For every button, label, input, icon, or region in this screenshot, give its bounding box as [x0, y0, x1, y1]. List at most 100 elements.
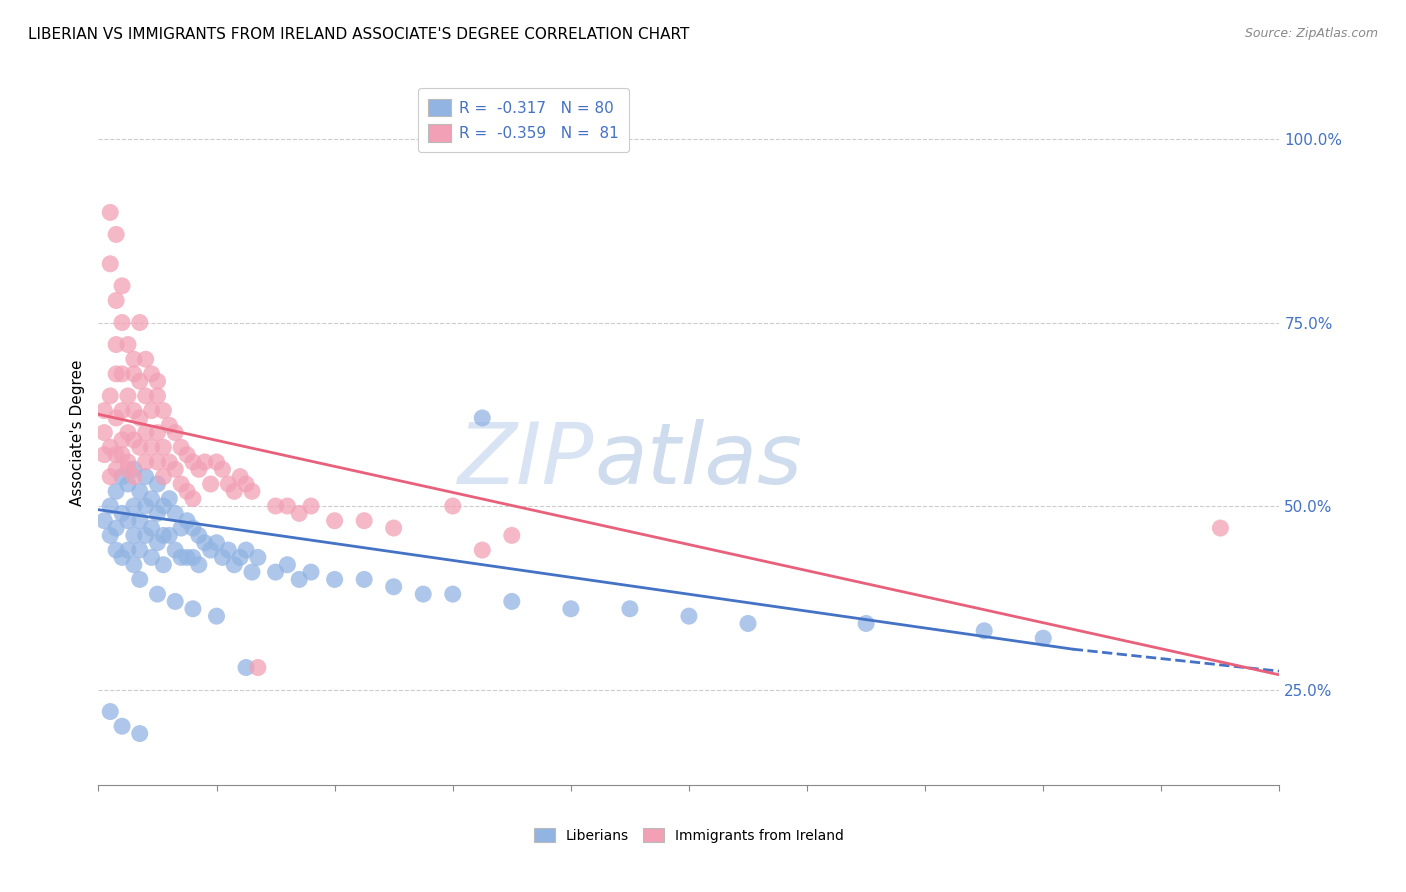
Point	[105, 521, 128, 535]
Point	[678, 609, 700, 624]
Point	[111, 719, 134, 733]
Point	[98, 705, 121, 719]
Point	[194, 535, 217, 549]
Point	[141, 440, 163, 454]
Point	[157, 455, 180, 469]
Point	[105, 462, 128, 476]
Point	[170, 550, 193, 565]
Point	[323, 514, 346, 528]
Point	[111, 403, 134, 417]
Point	[157, 528, 180, 542]
Point	[240, 565, 263, 579]
Point	[141, 491, 163, 506]
Point	[128, 543, 150, 558]
Point	[93, 425, 115, 440]
Point	[211, 550, 233, 565]
Point	[246, 550, 269, 565]
Point	[141, 367, 163, 381]
Point	[299, 499, 322, 513]
Point	[152, 440, 174, 454]
Point	[128, 374, 150, 388]
Point	[211, 462, 233, 476]
Point	[111, 507, 134, 521]
Point	[205, 455, 228, 469]
Point	[194, 455, 217, 469]
Point	[105, 448, 128, 462]
Point	[128, 484, 150, 499]
Point	[157, 418, 180, 433]
Point	[135, 455, 157, 469]
Point	[105, 543, 128, 558]
Point	[323, 573, 346, 587]
Point	[122, 499, 145, 513]
Text: atlas: atlas	[595, 419, 803, 502]
Point	[560, 602, 582, 616]
Point	[98, 389, 121, 403]
Point	[264, 565, 287, 579]
Point	[353, 573, 375, 587]
Point	[135, 499, 157, 513]
Point	[224, 558, 246, 572]
Point	[111, 433, 134, 447]
Point	[176, 514, 198, 528]
Point	[152, 558, 174, 572]
Point	[135, 389, 157, 403]
Point	[135, 352, 157, 367]
Point	[128, 514, 150, 528]
Point	[146, 374, 169, 388]
Point	[176, 448, 198, 462]
Point	[412, 587, 434, 601]
Legend: Liberians, Immigrants from Ireland: Liberians, Immigrants from Ireland	[529, 822, 849, 848]
Point	[170, 521, 193, 535]
Point	[441, 587, 464, 601]
Point	[135, 469, 157, 483]
Y-axis label: Associate's Degree: Associate's Degree	[69, 359, 84, 506]
Point	[117, 455, 139, 469]
Text: Source: ZipAtlas.com: Source: ZipAtlas.com	[1244, 27, 1378, 40]
Point	[181, 550, 204, 565]
Point	[146, 477, 169, 491]
Point	[146, 425, 169, 440]
Point	[165, 543, 187, 558]
Point	[181, 455, 204, 469]
Point	[111, 367, 134, 381]
Point	[98, 257, 121, 271]
Point	[276, 499, 298, 513]
Point	[105, 293, 128, 308]
Point	[128, 316, 150, 330]
Point	[111, 448, 134, 462]
Point	[93, 448, 115, 462]
Point	[105, 411, 128, 425]
Point	[276, 558, 298, 572]
Point	[619, 602, 641, 616]
Point	[105, 337, 128, 351]
Point	[176, 484, 198, 499]
Point	[146, 507, 169, 521]
Point	[122, 433, 145, 447]
Point	[122, 352, 145, 367]
Point	[111, 316, 134, 330]
Point	[141, 403, 163, 417]
Point	[181, 602, 204, 616]
Point	[246, 660, 269, 674]
Point	[187, 528, 209, 542]
Point	[105, 484, 128, 499]
Point	[501, 528, 523, 542]
Point	[122, 367, 145, 381]
Point	[117, 337, 139, 351]
Point	[299, 565, 322, 579]
Point	[135, 528, 157, 542]
Point	[229, 550, 252, 565]
Point	[98, 499, 121, 513]
Point	[501, 594, 523, 608]
Point	[973, 624, 995, 638]
Point	[111, 550, 134, 565]
Point	[128, 411, 150, 425]
Point	[117, 477, 139, 491]
Point	[146, 455, 169, 469]
Point	[117, 425, 139, 440]
Point	[165, 425, 187, 440]
Point	[217, 543, 239, 558]
Point	[181, 521, 204, 535]
Point	[122, 462, 145, 476]
